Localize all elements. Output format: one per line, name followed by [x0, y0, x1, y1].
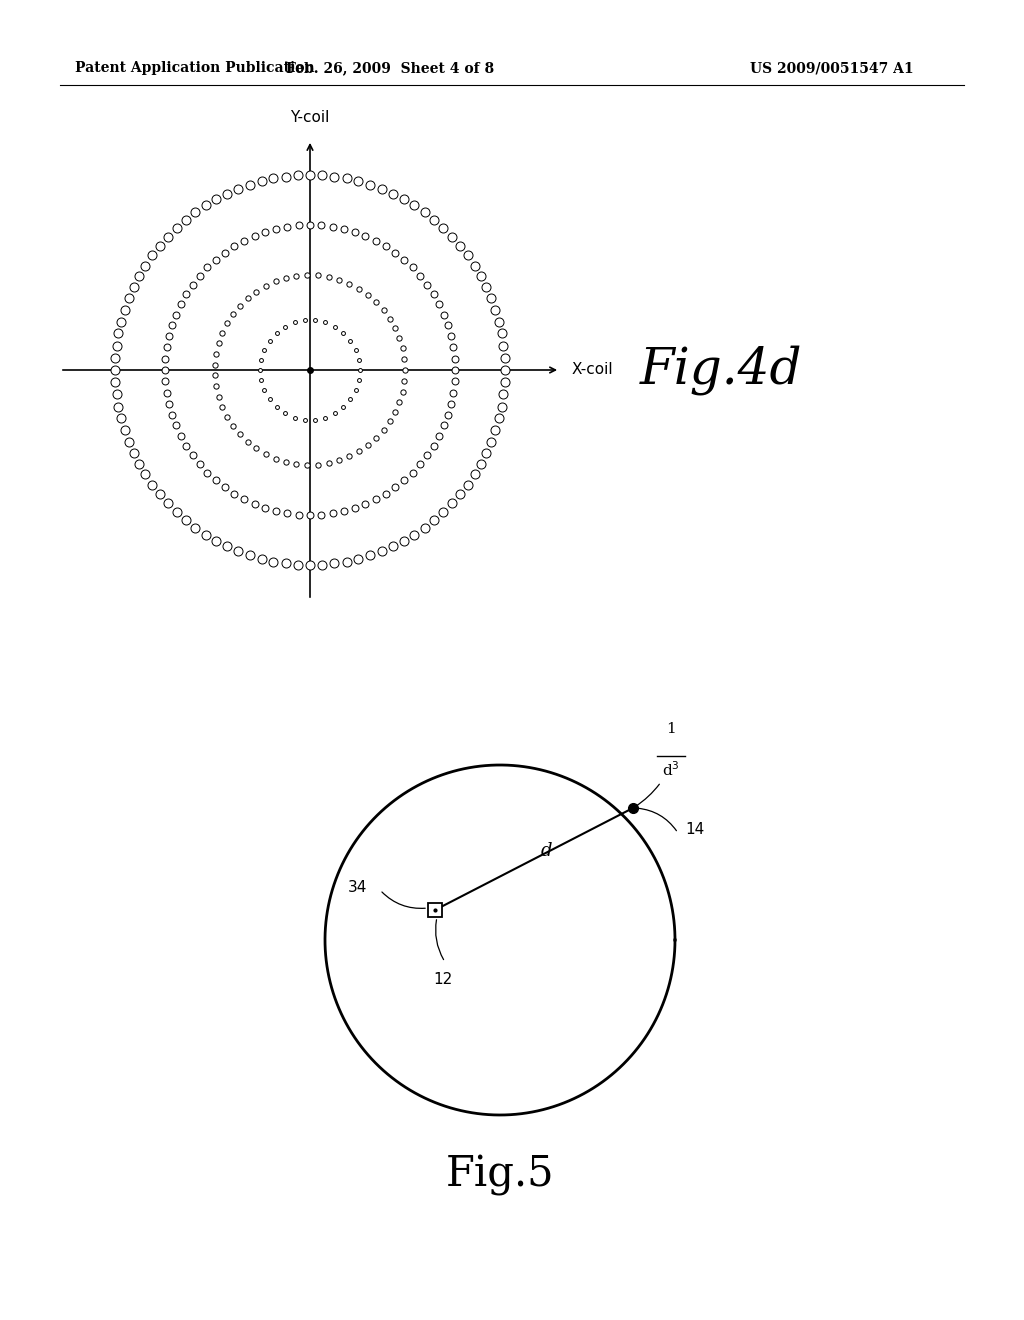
Text: 1: 1	[667, 722, 676, 737]
Text: X-coil: X-coil	[572, 363, 613, 378]
Text: US 2009/0051547 A1: US 2009/0051547 A1	[750, 61, 913, 75]
Text: d: d	[541, 842, 552, 861]
Text: Y-coil: Y-coil	[291, 110, 330, 125]
Text: 14: 14	[685, 822, 705, 837]
Bar	[428, 903, 442, 917]
Text: Feb. 26, 2009  Sheet 4 of 8: Feb. 26, 2009 Sheet 4 of 8	[286, 61, 494, 75]
Text: Fig.4d: Fig.4d	[640, 345, 803, 395]
Text: d$^3$: d$^3$	[663, 760, 680, 779]
Text: Patent Application Publication: Patent Application Publication	[75, 61, 314, 75]
Text: 34: 34	[347, 880, 367, 895]
Text: Fig.5: Fig.5	[445, 1154, 554, 1196]
Text: 12: 12	[433, 972, 453, 987]
